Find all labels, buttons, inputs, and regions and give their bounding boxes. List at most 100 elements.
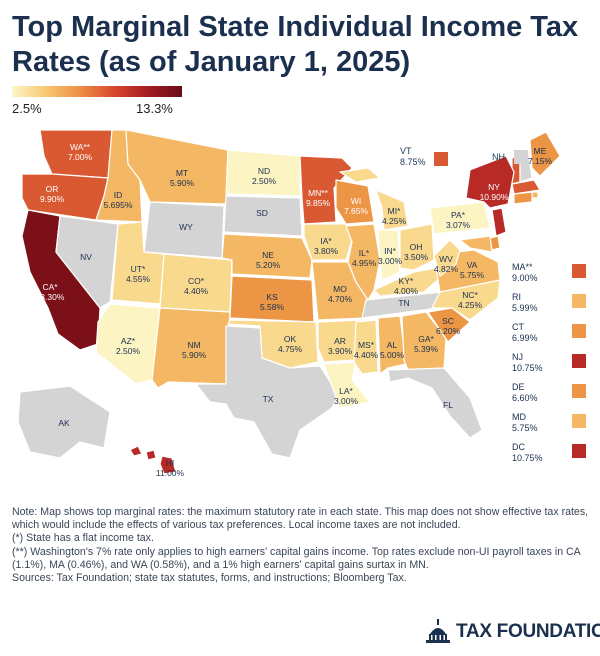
state-rate-nm: 5.90% xyxy=(182,350,207,360)
state-rate-in: 3.00% xyxy=(378,256,403,266)
state-label-wi: WI xyxy=(351,196,361,206)
nh-name: NH xyxy=(492,152,505,162)
state-label-in: IN* xyxy=(384,246,397,256)
legend-color-scale xyxy=(12,86,182,97)
state-label-ia: IA* xyxy=(320,236,332,246)
northeast-swatch xyxy=(572,294,586,308)
state-md xyxy=(459,235,493,253)
northeast-rate: 5.75% xyxy=(512,422,538,433)
state-label-tx: TX xyxy=(263,394,274,404)
state-rate-ga: 5.39% xyxy=(414,344,439,354)
state-nd xyxy=(225,149,301,197)
state-ms xyxy=(353,319,379,375)
state-ri xyxy=(531,191,539,199)
state-label-wa: WA** xyxy=(70,142,91,152)
northeast-rate: 10.75% xyxy=(512,362,543,373)
state-rate-wa: 7.00% xyxy=(68,152,93,162)
state-label-mt: MT xyxy=(176,168,188,178)
note-washington: (**) Washington's 7% rate only applies t… xyxy=(12,545,581,571)
legend-max-label: 13.3% xyxy=(136,101,173,116)
state-label-la: LA* xyxy=(339,386,353,396)
state-label-ms: MS* xyxy=(358,340,375,350)
northeast-item-dc: DC 10.75% xyxy=(512,442,592,463)
state-mn xyxy=(299,155,353,225)
state-label-co: CO* xyxy=(188,276,205,286)
state-label-va: VA xyxy=(467,260,478,270)
northeast-rate: 6.99% xyxy=(512,332,538,343)
northeast-name: RI xyxy=(512,292,521,302)
state-al xyxy=(377,315,407,375)
state-label-wy: WY xyxy=(179,222,193,232)
state-pa xyxy=(429,201,491,235)
state-fl xyxy=(387,367,483,439)
state-nv xyxy=(55,215,119,309)
northeast-name: MA** xyxy=(512,262,533,272)
northeast-swatch xyxy=(572,444,586,458)
state-rate-nc: 4.25% xyxy=(458,300,483,310)
state-rate-mn: 9.85% xyxy=(306,198,331,208)
state-label-tn: TN xyxy=(398,298,409,308)
page-title: Top Marginal State Individual Income Tax… xyxy=(12,11,579,78)
northeast-item-ri: RI 5.99% xyxy=(512,292,592,313)
state-rate-wi: 7.65% xyxy=(344,206,369,216)
state-rate-ok: 4.75% xyxy=(278,344,303,354)
state-rate-or: 9.90% xyxy=(40,194,65,204)
state-label-ne: NE xyxy=(262,250,274,260)
state-rate-mi: 4.25% xyxy=(382,216,407,226)
state-rate-va: 5.75% xyxy=(460,270,485,280)
northeast-item-nj: NJ 10.75% xyxy=(512,352,592,373)
state-rate-ks: 5.58% xyxy=(260,302,285,312)
northeast-swatch xyxy=(572,324,586,338)
state-label-mo: MO xyxy=(333,284,347,294)
state-rate-ut: 4.55% xyxy=(126,274,151,284)
state-ak xyxy=(17,385,111,459)
northeast-item-ma: MA** 9.00% xyxy=(512,262,592,283)
state-label-ky: KY* xyxy=(399,276,414,286)
northeast-name: MD xyxy=(512,412,526,422)
northeast-rate: 9.00% xyxy=(512,272,538,283)
state-rate-la: 3.00% xyxy=(334,396,359,406)
northeast-rate: 10.75% xyxy=(512,452,543,463)
state-mi xyxy=(339,167,409,231)
state-wi xyxy=(335,179,375,225)
state-label-or: OR xyxy=(46,184,59,194)
state-rate-ky: 4.00% xyxy=(394,286,419,296)
state-label-ut: UT* xyxy=(131,264,146,274)
state-label-nm: NM xyxy=(187,340,200,350)
state-label-me: ME xyxy=(534,146,547,156)
state-label-ga: GA* xyxy=(418,334,434,344)
state-label-nc: NC* xyxy=(462,290,478,300)
state-ct xyxy=(513,191,533,205)
tax-foundation-logo: TAX FOUNDATION xyxy=(424,618,600,644)
state-rate-sc: 6.20% xyxy=(436,326,461,336)
northeast-item-md: MD 5.75% xyxy=(512,412,592,433)
state-rate-al: 5.00% xyxy=(380,350,405,360)
nh-swatch xyxy=(514,150,528,164)
state-label-hi: HI xyxy=(166,458,175,468)
state-hi xyxy=(129,445,177,475)
northeast-swatch xyxy=(572,414,586,428)
state-label-ny: NY xyxy=(488,182,500,192)
state-rate-co: 4.40% xyxy=(184,286,209,296)
northeast-name: NJ xyxy=(512,352,523,362)
state-label-pa: PA* xyxy=(451,210,466,220)
vt-name: VT xyxy=(400,146,412,156)
footnotes: Note: Map shows top marginal rates: the … xyxy=(12,506,596,585)
state-label-mn: MN** xyxy=(308,188,329,198)
northeast-swatch xyxy=(572,354,586,368)
note-main: Note: Map shows top marginal rates: the … xyxy=(12,506,589,532)
state-label-mi: MI* xyxy=(388,206,401,216)
northeast-rate: 6.60% xyxy=(512,392,538,403)
northeast-swatch xyxy=(572,264,586,278)
state-rate-me: 7.15% xyxy=(528,156,553,166)
state-rate-ne: 5.20% xyxy=(256,260,281,270)
note-flat: (*) State has a flat income tax. xyxy=(12,532,154,545)
state-rate-ny: 10.90% xyxy=(480,192,509,202)
state-rate-id: 5.695% xyxy=(104,200,133,210)
state-label-ks: KS xyxy=(266,292,278,302)
state-label-ca: CA* xyxy=(42,282,58,292)
northeast-name: DE xyxy=(512,382,525,392)
state-rate-az: 2.50% xyxy=(116,346,141,356)
vt-swatch xyxy=(434,152,448,166)
note-sources: Sources: Tax Foundation; state tax statu… xyxy=(12,572,407,585)
